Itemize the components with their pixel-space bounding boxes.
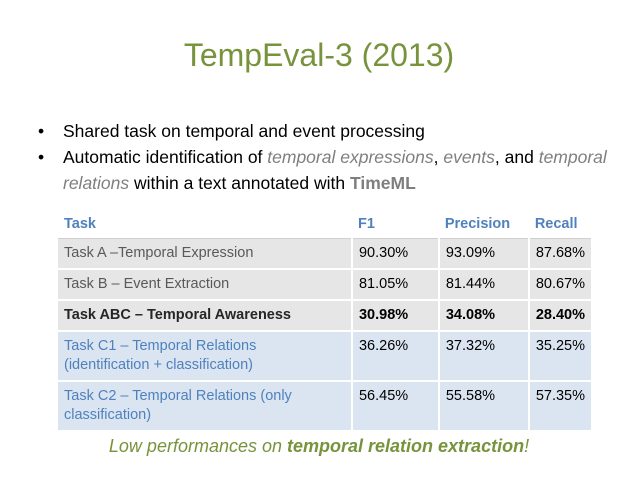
cell-precision: 34.08% (437, 300, 529, 332)
bullet-text: Shared task on temporal and event proces… (63, 121, 425, 141)
cell-precision: 37.32% (437, 331, 529, 382)
emphasis-temporal-relations: temporal relations (63, 147, 607, 193)
cell-task: Task C1 – Temporal Relations (identifica… (58, 331, 352, 382)
bullet-marker: • (38, 121, 45, 141)
header-f1: F1 (351, 210, 439, 239)
header-task: Task (58, 210, 352, 239)
cell-recall: 80.67% (527, 269, 591, 301)
emphasis-events: events (443, 147, 495, 167)
cell-precision: 81.44% (437, 269, 529, 301)
cell-f1: 81.05% (350, 269, 439, 301)
bullet-text: , and (494, 147, 539, 167)
results-table: Task F1 Precision Recall Task A –Tempora… (58, 210, 591, 432)
cell-task: Task B – Event Extraction (58, 269, 352, 301)
bullet-marker: • (38, 147, 45, 167)
table-row: Task ABC – Temporal Awareness 30.98% 34.… (58, 300, 591, 332)
cell-precision: 55.58% (437, 381, 529, 432)
table-row: Task C2 – Temporal Relations (only class… (58, 381, 591, 432)
footer-note: Low performances on temporal relation ex… (0, 436, 638, 457)
footer-emphasis: temporal relation extraction (287, 436, 525, 456)
footer-text: ! (524, 436, 530, 456)
cell-recall: 35.25% (527, 331, 591, 382)
emphasis-timeml: TimeML (349, 173, 416, 193)
bullet-text: Automatic identification of (63, 147, 268, 167)
table-row: Task C1 – Temporal Relations (identifica… (58, 331, 591, 382)
cell-f1: 30.98% (350, 300, 439, 332)
cell-task: Task A –Temporal Expression (58, 238, 352, 270)
cell-task: Task C2 – Temporal Relations (only class… (58, 381, 352, 432)
table-row: Task B – Event Extraction 81.05% 81.44% … (58, 269, 591, 301)
cell-f1: 56.45% (350, 381, 439, 432)
bullet-list: • Shared task on temporal and event proc… (38, 118, 608, 196)
cell-f1: 90.30% (350, 238, 439, 270)
table-header-row: Task F1 Precision Recall (58, 210, 591, 239)
bullet-item-2: • Automatic identification of temporal e… (38, 144, 608, 196)
slide-title: TempEval-3 (2013) (183, 37, 455, 73)
cell-task: Task ABC – Temporal Awareness (58, 300, 352, 332)
emphasis-temporal-expressions: temporal expressions (267, 147, 434, 167)
cell-recall: 57.35% (527, 381, 591, 432)
bullet-text: within a text annotated with (129, 173, 350, 193)
bullet-text: , (433, 147, 444, 167)
header-precision: Precision (438, 210, 529, 239)
cell-recall: 87.68% (527, 238, 591, 270)
cell-precision: 93.09% (437, 238, 529, 270)
cell-recall: 28.40% (527, 300, 591, 332)
table-row: Task A –Temporal Expression 90.30% 93.09… (58, 238, 591, 270)
header-recall: Recall (528, 210, 591, 239)
footer-text: Low performances on (108, 436, 287, 456)
bullet-item-1: • Shared task on temporal and event proc… (38, 118, 608, 144)
cell-f1: 36.26% (350, 331, 439, 382)
